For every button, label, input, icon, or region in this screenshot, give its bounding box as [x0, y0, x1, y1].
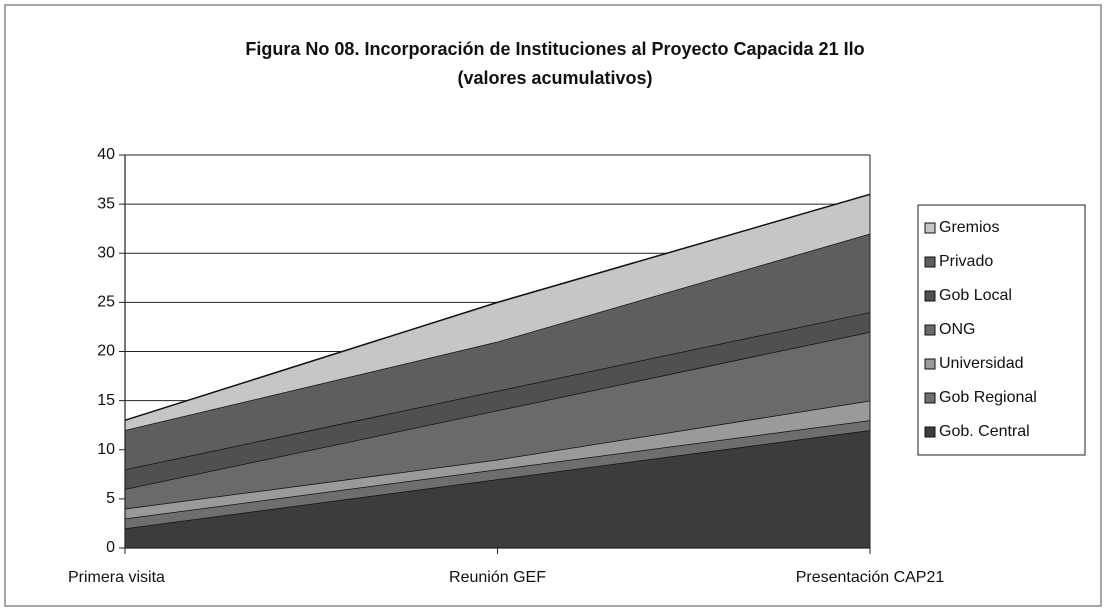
- y-tick-label: 0: [106, 539, 115, 556]
- y-tick-label: 10: [97, 441, 115, 458]
- legend-label: Gob Regional: [939, 389, 1037, 406]
- legend-swatch: [924, 392, 936, 404]
- legend-label: Universidad: [939, 355, 1023, 372]
- y-tick-label: 25: [97, 294, 115, 311]
- area: [125, 233, 870, 470]
- legend-swatch: [924, 256, 936, 268]
- legend-label: Gob Local: [939, 287, 1012, 304]
- y-tick-label: 35: [97, 195, 115, 212]
- area: [125, 331, 870, 509]
- y-tick-label: 30: [97, 244, 115, 261]
- legend-box: [917, 204, 1086, 456]
- y-tick-label: 20: [97, 343, 115, 360]
- legend-swatch: [924, 358, 936, 370]
- legend-swatch: [924, 290, 936, 302]
- legend-label: Gob. Central: [939, 423, 1030, 440]
- area: [125, 430, 870, 548]
- x-tick-label: Primera visita: [68, 569, 165, 586]
- y-tick-label: 5: [106, 490, 115, 507]
- legend-swatch: [924, 324, 936, 336]
- y-tick-label: 15: [97, 392, 115, 409]
- y-tick-label: 40: [97, 146, 115, 163]
- x-tick-label: Reunión GEF: [449, 569, 546, 586]
- x-tick-label: Presentación CAP21: [796, 569, 945, 586]
- chart-subtitle: (valores acumulativos): [457, 68, 652, 88]
- legend-label: ONG: [939, 321, 975, 338]
- area: [125, 312, 870, 490]
- legend-swatch: [924, 426, 936, 438]
- chart-title: Figura No 08. Incorporación de Instituci…: [245, 39, 864, 59]
- area: [125, 194, 870, 431]
- legend-swatch: [924, 222, 936, 234]
- legend-label: Gremios: [939, 219, 999, 236]
- area-edge: [124, 193, 871, 421]
- legend-label: Privado: [939, 253, 993, 270]
- area: [125, 420, 870, 529]
